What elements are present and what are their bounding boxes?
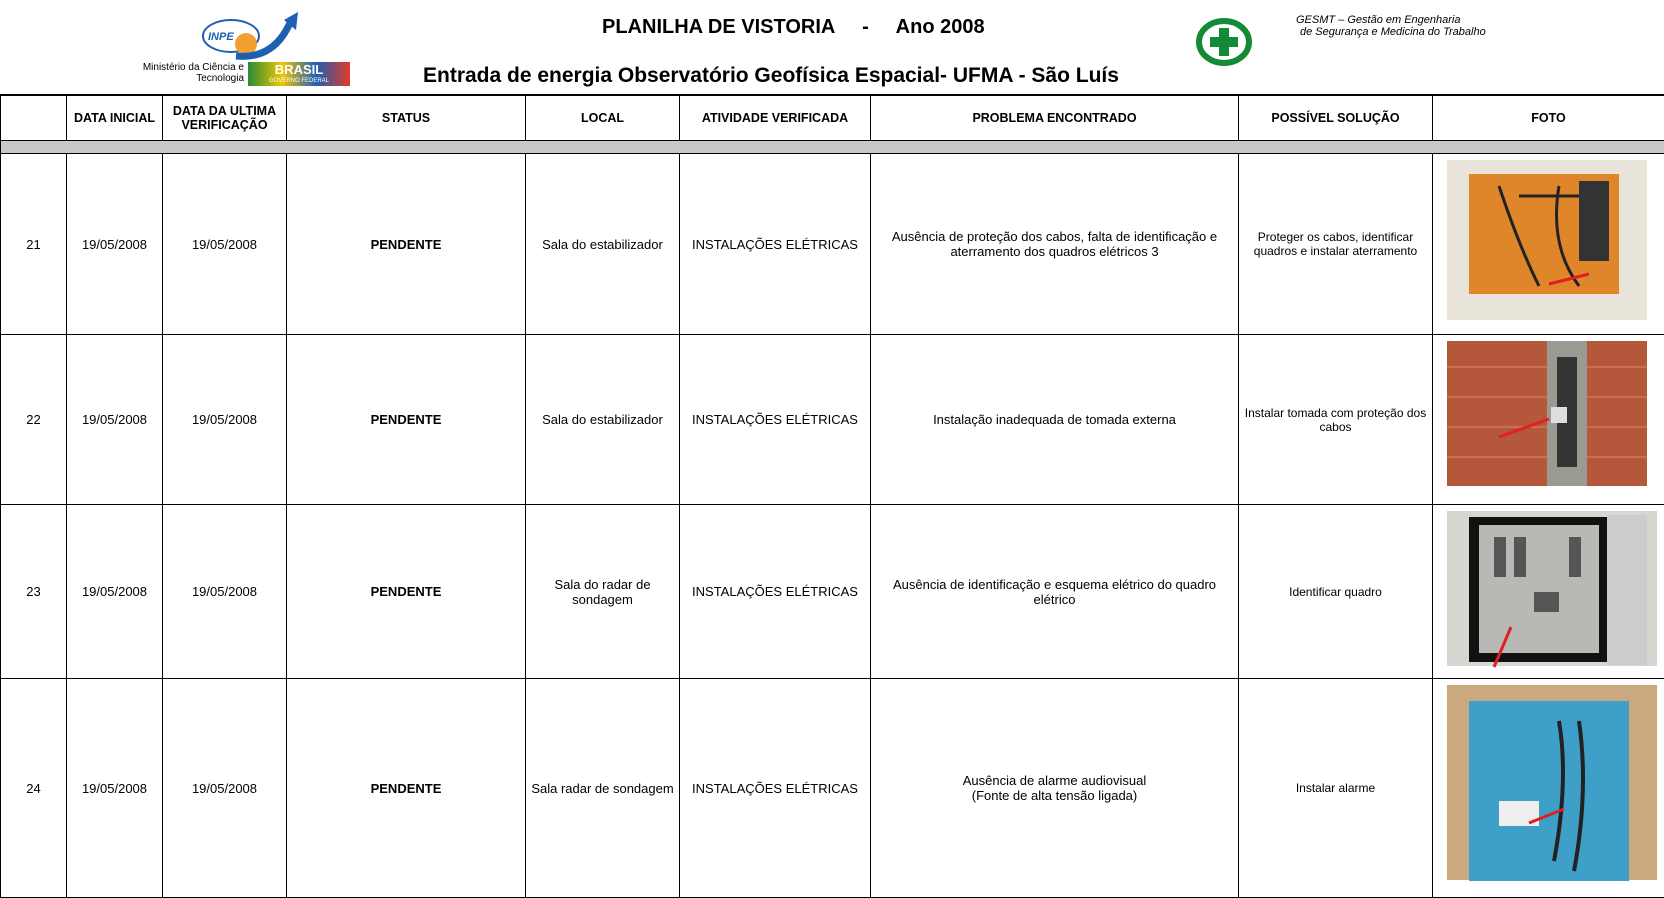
table-cell: Sala radar de sondagem [526,679,680,898]
inpe-text: INPE [208,31,234,43]
photo-cell [1433,505,1664,679]
column-header: PROBLEMA ENCONTRADO [871,96,1239,141]
photo-cell [1433,679,1664,898]
table-cell: PENDENTE [287,154,526,335]
table-cell: 19/05/2008 [163,335,287,505]
table-cell: PENDENTE [287,679,526,898]
gesmt-line: de Segurança e Medicina do Trabalho [1296,26,1486,38]
table-cell: Proteger os cabos, identificar quadros e… [1239,154,1433,335]
inpe-logo: INPE [196,12,300,62]
title-text: PLANILHA DE VISTORIA [602,16,835,38]
table-cell: INSTALAÇÕES ELÉTRICAS [680,679,871,898]
table-cell: 24 [1,679,67,898]
separator-row [1,141,1664,154]
table-cell: 19/05/2008 [67,335,163,505]
table-cell: 19/05/2008 [67,505,163,679]
column-header: STATUS [287,96,526,141]
table-cell: 23 [1,505,67,679]
title-separator: - [862,16,869,38]
photo-cell [1433,335,1664,505]
title-year: Ano 2008 [896,16,985,38]
column-header: LOCAL [526,96,680,141]
separator-cell [1,141,1664,154]
column-header: ATIVIDADE VERIFICADA [680,96,871,141]
column-header: FOTO [1433,96,1664,141]
gesmt-line: GESMT – Gestão em Engenharia [1296,14,1486,26]
header-cell [1,96,67,141]
table-cell: 19/05/2008 [163,154,287,335]
photo [1439,337,1659,499]
table-cell: Sala do estabilizador [526,335,680,505]
photo-cell [1433,154,1664,335]
title: PLANILHA DE VISTORIA - Ano 2008 [602,16,985,39]
column-header: POSSÍVEL SOLUÇÃO [1239,96,1433,141]
ministry: Ministério da Ciência e Tecnologia [120,62,244,84]
table-cell: Ausência de alarme audiovisual (Fonte de… [871,679,1239,898]
table-cell: Instalar tomada com proteção dos cabos [1239,335,1433,505]
table-cell: Instalar alarme [1239,679,1433,898]
photo [1439,507,1659,673]
gesmt-text: GESMT – Gestão em Engenharia de Seguranç… [1296,14,1486,38]
table-cell: 19/05/2008 [67,154,163,335]
subtitle: Entrada de energia Observatório Geofísic… [423,64,1119,88]
table-cell: Ausência de proteção dos cabos, falta de… [871,154,1239,335]
table-cell: INSTALAÇÕES ELÉTRICAS [680,505,871,679]
table-cell: PENDENTE [287,505,526,679]
brasil-logo: BRASIL GOVERNO FEDERAL [248,62,350,86]
table-cell: INSTALAÇÕES ELÉTRICAS [680,154,871,335]
table-cell: 21 [1,154,67,335]
governo-text: GOVERNO FEDERAL [248,78,350,85]
table-cell: 19/05/2008 [163,679,287,898]
photo [1439,156,1659,329]
brasil-text: BRASIL [248,62,350,78]
table-cell: Instalação inadequada de tomada externa [871,335,1239,505]
table-cell: Sala do radar de sondagem [526,505,680,679]
table-cell: 19/05/2008 [67,679,163,898]
column-header: DATA DA ULTIMA VERIFICAÇÃO [163,96,287,141]
column-header: DATA INICIAL [67,96,163,141]
header: INPE Ministério da Ciência e Tecnologia … [0,0,1664,95]
photo [1439,681,1659,892]
table-cell: 19/05/2008 [163,505,287,679]
table-cell: INSTALAÇÕES ELÉTRICAS [680,335,871,505]
table-cell: Ausência de identificação e esquema elét… [871,505,1239,679]
gesmt-logo [1196,18,1252,66]
table-cell: PENDENTE [287,335,526,505]
table-cell: Sala do estabilizador [526,154,680,335]
table-cell: 22 [1,335,67,505]
table-cell: Identificar quadro [1239,505,1433,679]
